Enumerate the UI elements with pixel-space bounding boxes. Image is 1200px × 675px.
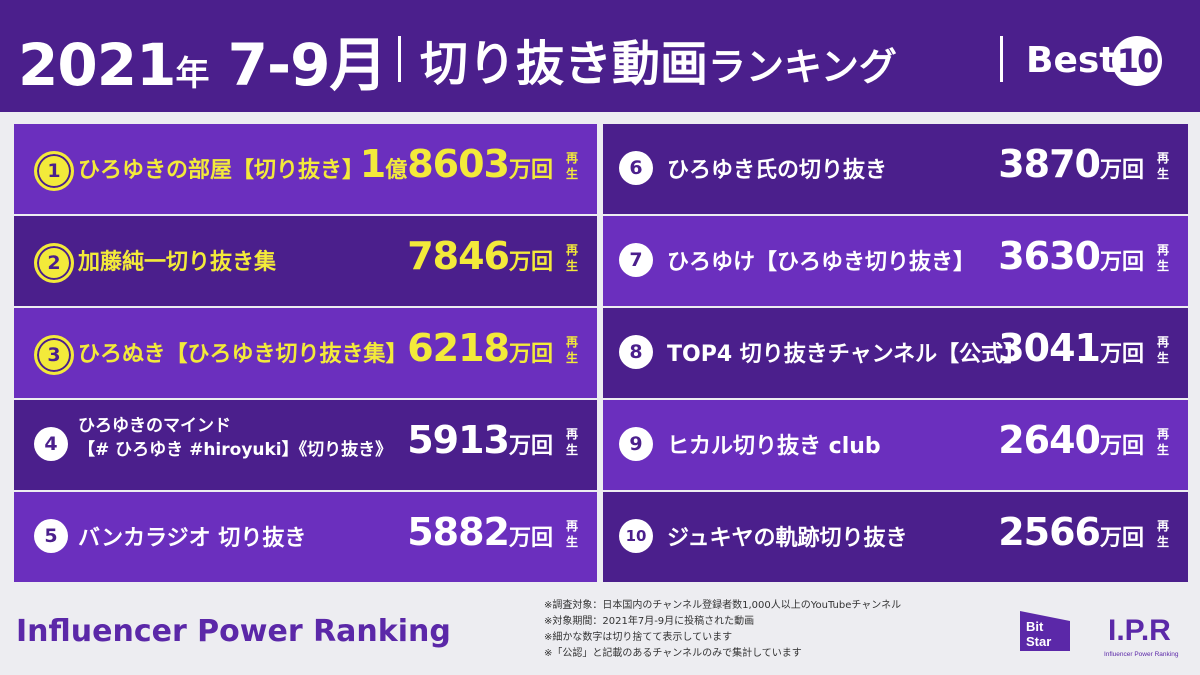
view-count: 2640万回 [998, 418, 1144, 462]
footnote: ※「公認」と記載のあるチャンネルのみで集計しています [544, 648, 802, 659]
channel-name: TOP4 切り抜きチャンネル【公式】 [667, 342, 1026, 367]
ranking-row-8: 8 TOP4 切り抜きチャンネル【公式】 3041万回 再生 [603, 308, 1188, 398]
footnote: ※細かな数字は切り捨てて表示しています [544, 632, 733, 643]
views-label: 再生 [1156, 151, 1169, 181]
best-number-badge: 10 [1112, 36, 1162, 86]
views-label: 再生 [1156, 427, 1169, 457]
brand-title: Influencer Power Ranking [16, 614, 451, 649]
footnote: ※対象期間：2021年7月-9月に投稿された動画 [544, 616, 755, 627]
ranking-row-4: 4 ひろゆきのマインド 【# ひろゆき #hiroyuki】《切り抜き》 5913… [14, 400, 597, 490]
view-count: 6218万回 [407, 326, 553, 370]
views-label: 再生 [565, 519, 578, 549]
ranking-row-2: 2 加藤純一切り抜き集 7846万回 再生 [14, 216, 597, 306]
ranking-row-3: 3 ひろぬき【ひろゆき切り抜き集】 6218万回 再生 [14, 308, 597, 398]
ranking-row-1: 1 ひろゆきの部屋【切り抜き】 1億8603万回 再生 [14, 124, 597, 214]
ranking-row-10: 10 ジュキヤの軌跡切り抜き 2566万回 再生 [603, 492, 1188, 582]
views-label: 再生 [565, 151, 578, 181]
svg-text:Bit: Bit [1026, 619, 1044, 634]
best-label: Best [1026, 40, 1117, 81]
channel-name: ジュキヤの軌跡切り抜き [667, 526, 908, 551]
rank-badge: 10 [619, 519, 653, 553]
views-label: 再生 [565, 427, 578, 457]
channel-name: ひろゆきのマインド 【# ひろゆき #hiroyuki】《切り抜き》 [78, 416, 393, 460]
ranking-row-7: 7 ひろゆけ【ひろゆき切り抜き】 3630万回 再生 [603, 216, 1188, 306]
rank-3-medal-icon: 3 [34, 335, 74, 375]
channel-name: ひろゆけ【ひろゆき切り抜き】 [667, 250, 976, 275]
view-count: 1億8603万回 [359, 142, 553, 186]
view-count: 3870万回 [998, 142, 1144, 186]
ranking-row-6: 6 ひろゆき氏の切り抜き 3870万回 再生 [603, 124, 1188, 214]
channel-name: バンカラジオ 切り抜き [78, 526, 307, 551]
rank-badge: 5 [34, 519, 68, 553]
views-label: 再生 [1156, 243, 1169, 273]
channel-name: ひろぬき【ひろゆき切り抜き集】 [78, 342, 408, 367]
views-label: 再生 [565, 335, 578, 365]
svg-text:Star: Star [1026, 634, 1051, 649]
ipr-logo-icon: I.P.R Influencer Power Ranking [1104, 614, 1179, 658]
header-divider [398, 36, 401, 82]
footnotes: ※調査対象：日本国内のチャンネル登録者数1,000人以上のYouTubeチャンネ… [544, 598, 901, 662]
view-count: 5913万回 [407, 418, 553, 462]
channel-name: 加藤純一切り抜き集 [78, 250, 277, 275]
rank-2-medal-icon: 2 [34, 243, 74, 283]
header-banner: 2021年 7-9月 切り抜き動画ランキング Best 10 [0, 0, 1200, 112]
svg-text:Influencer Power Ranking: Influencer Power Ranking [1104, 651, 1179, 658]
ranking-row-5: 5 バンカラジオ 切り抜き 5882万回 再生 [14, 492, 597, 582]
rank-badge: 7 [619, 243, 653, 277]
rank-badge: 4 [34, 427, 68, 461]
rank-badge: 9 [619, 427, 653, 461]
view-count: 3630万回 [998, 234, 1144, 278]
svg-text:I.P.R: I.P.R [1108, 614, 1171, 647]
rank-badge: 8 [619, 335, 653, 369]
ranking-title: 切り抜き動画ランキング [420, 36, 897, 92]
rank-1-medal-icon: 1 [34, 151, 74, 191]
header-divider [1000, 36, 1003, 82]
ranking-grid: 1 ひろゆきの部屋【切り抜き】 1億8603万回 再生 2 加藤純一切り抜き集 … [14, 124, 1188, 584]
bitstar-logo-icon: Bit Star [1020, 611, 1070, 651]
channel-name: ひろゆきの部屋【切り抜き】 [78, 158, 365, 183]
views-label: 再生 [1156, 335, 1169, 365]
channel-name: ひろゆき氏の切り抜き [667, 158, 888, 183]
ranking-row-9: 9 ヒカル切り抜き club 2640万回 再生 [603, 400, 1188, 490]
view-count: 7846万回 [407, 234, 553, 278]
channel-name: ヒカル切り抜き club [667, 434, 881, 459]
views-label: 再生 [1156, 519, 1169, 549]
footnote: ※調査対象：日本国内のチャンネル登録者数1,000人以上のYouTubeチャンネ… [544, 600, 902, 611]
period-title: 2021年 7-9月 [18, 31, 387, 99]
view-count: 3041万回 [998, 326, 1144, 370]
rank-badge: 6 [619, 151, 653, 185]
views-label: 再生 [565, 243, 578, 273]
view-count: 2566万回 [998, 510, 1144, 554]
view-count: 5882万回 [407, 510, 553, 554]
